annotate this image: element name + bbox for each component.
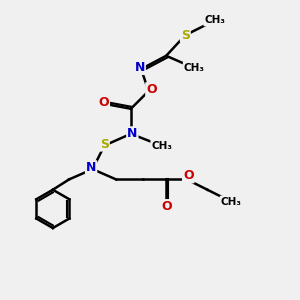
- Text: N: N: [127, 127, 137, 140]
- Text: S: S: [181, 29, 190, 42]
- Text: CH₃: CH₃: [184, 63, 205, 73]
- Text: N: N: [86, 161, 96, 174]
- Text: CH₃: CH₃: [204, 15, 225, 26]
- Text: S: S: [100, 138, 109, 151]
- Text: CH₃: CH₃: [220, 196, 242, 206]
- Text: O: O: [183, 169, 194, 182]
- Text: O: O: [146, 83, 157, 96]
- Text: CH₃: CH₃: [151, 141, 172, 151]
- Text: O: O: [161, 200, 172, 213]
- Text: O: O: [98, 96, 109, 110]
- Text: N: N: [134, 61, 145, 74]
